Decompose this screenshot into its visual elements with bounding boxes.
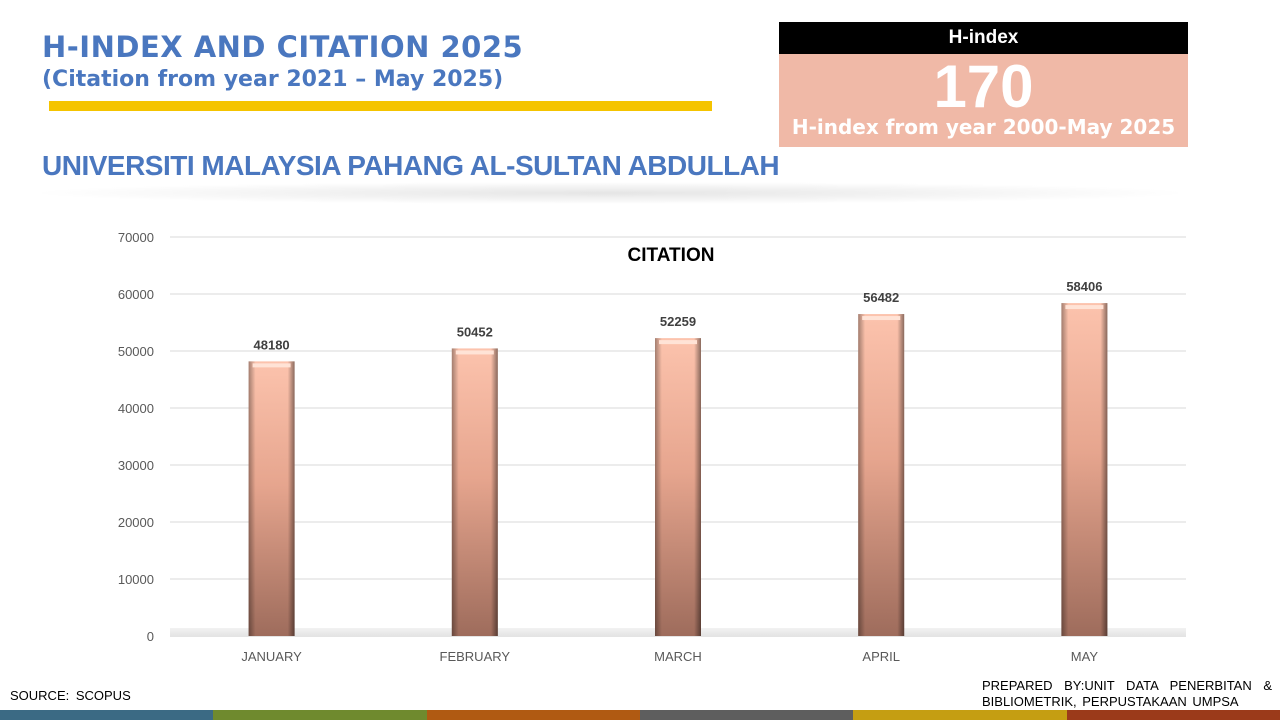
x-tick-label: APRIL bbox=[862, 649, 900, 664]
y-tick-label: 0 bbox=[147, 629, 154, 644]
y-tick-label: 20000 bbox=[118, 515, 154, 530]
data-label: 50452 bbox=[457, 324, 493, 339]
bar-shading bbox=[451, 348, 498, 636]
h-index-box: 170 H-index from year 2000-May 2025 bbox=[779, 54, 1188, 147]
prepared-by-note: PREPARED BY:UNIT DATA PENERBITAN & BIBLI… bbox=[982, 678, 1272, 709]
data-label: 56482 bbox=[863, 290, 899, 305]
y-tick-label: 10000 bbox=[118, 572, 154, 587]
footer-stripe-segment bbox=[853, 710, 1067, 720]
y-tick-label: 30000 bbox=[118, 458, 154, 473]
y-axis-ticks: 0 10000 20000 30000 40000 50000 60000 70000 bbox=[118, 230, 154, 644]
x-tick-label: JANUARY bbox=[241, 649, 302, 664]
x-tick-label: FEBRUARY bbox=[440, 649, 511, 664]
x-axis-ticks: JANUARY FEBRUARY MARCH APRIL MAY bbox=[241, 649, 1098, 664]
footer-stripe bbox=[0, 710, 1280, 720]
y-tick-label: 70000 bbox=[118, 230, 154, 245]
bar bbox=[858, 314, 905, 636]
data-label: 52259 bbox=[660, 314, 696, 329]
bar-highlight bbox=[862, 316, 901, 321]
title-underline bbox=[49, 101, 712, 111]
university-name: UNIVERSITI MALAYSIA PAHANG AL-SULTAN ABD… bbox=[42, 150, 780, 181]
bar bbox=[1061, 303, 1108, 636]
bar-highlight bbox=[659, 340, 697, 345]
bar-highlight bbox=[252, 363, 291, 368]
bar-highlight bbox=[455, 350, 494, 355]
source-note: SOURCE: SCOPUS bbox=[10, 688, 131, 703]
footer-stripe-segment bbox=[426, 710, 640, 720]
y-tick-label: 60000 bbox=[118, 287, 154, 302]
footer-stripe-segment bbox=[639, 710, 854, 720]
h-index-value: 170 bbox=[933, 53, 1034, 120]
bar bbox=[655, 338, 701, 636]
y-tick-label: 50000 bbox=[118, 344, 154, 359]
page-title: H-INDEX AND CITATION 2025 bbox=[42, 30, 524, 64]
data-label: 48180 bbox=[254, 337, 290, 352]
university-shadow bbox=[40, 182, 1180, 204]
x-tick-label: MAY bbox=[1071, 649, 1099, 664]
chart-title: CITATION bbox=[628, 245, 715, 266]
bar-shading bbox=[655, 338, 701, 636]
footer-stripe-segment bbox=[1066, 710, 1280, 720]
chart-bars: 48180 50452 52259 56482 58406 bbox=[248, 279, 1108, 636]
bar-shading bbox=[858, 314, 905, 636]
footer-stripe-segment bbox=[0, 710, 214, 720]
x-tick-label: MARCH bbox=[654, 649, 702, 664]
bar bbox=[248, 361, 295, 636]
y-tick-label: 40000 bbox=[118, 401, 154, 416]
h-index-box-heading: H-index bbox=[779, 22, 1188, 54]
bar-shading bbox=[1061, 303, 1108, 636]
footer-stripe-segment bbox=[213, 710, 427, 720]
bar bbox=[451, 348, 498, 636]
bar-shading bbox=[248, 361, 295, 636]
data-label: 58406 bbox=[1066, 279, 1102, 294]
page-subtitle: (Citation from year 2021 – May 2025) bbox=[42, 67, 504, 92]
h-index-caption: H-index from year 2000-May 2025 bbox=[791, 115, 1176, 139]
bar-highlight bbox=[1065, 305, 1104, 310]
